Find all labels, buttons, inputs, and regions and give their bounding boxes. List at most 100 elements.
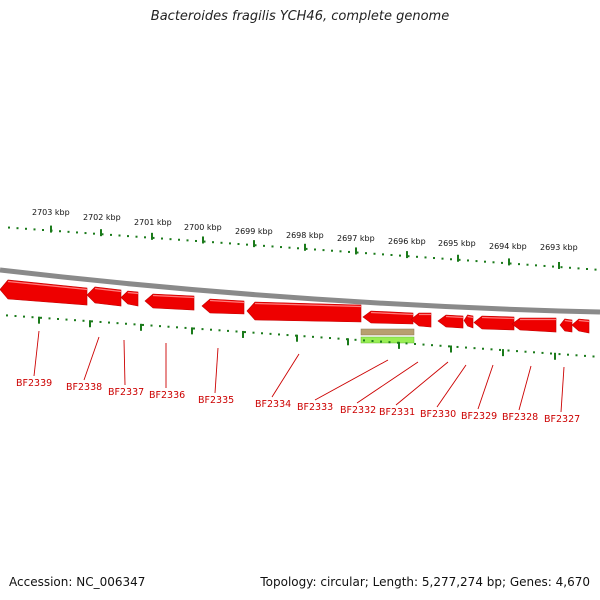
major-tick [457,254,459,262]
scale-dot [286,334,289,337]
scale-dot [57,317,59,320]
gene-label[interactable]: BF2327 [544,414,580,425]
scale-label: 2702 kbp [83,213,121,222]
scale-dot [431,344,433,347]
scale-dot [246,243,248,246]
gene-arrow[interactable] [0,279,88,306]
scale-dot [144,236,146,239]
gene-label[interactable]: BF2333 [297,402,333,413]
scale-labels: 2703 kbp 2702 kbp 2701 kbp 2700 kbp 2699 kbp… [32,208,578,252]
scale-dot [125,322,127,325]
gene-arrow[interactable] [120,290,139,307]
scale-dot [142,323,144,326]
gene-label[interactable]: BF2331 [379,407,415,418]
scale-dot [8,226,10,229]
scale-dot [303,335,306,338]
scale-dot [501,261,503,264]
gene-label[interactable]: BF2336 [149,390,185,401]
gene-arrow[interactable] [437,314,464,329]
scale-dot [329,337,331,340]
scale-dot [74,319,76,322]
gene-label[interactable]: BF2332 [340,405,376,416]
gene-highlight [254,302,362,308]
label-leader-line [436,364,467,408]
scale-dot [244,331,246,334]
major-tick [508,258,510,266]
gene-label[interactable]: BF2329 [461,411,497,422]
scale-dot [541,351,544,354]
scale-dot [261,332,263,335]
scale-dot [543,264,546,267]
scale-dot [67,230,70,233]
scale-dot [305,247,308,250]
gene-highlight [564,319,573,323]
gene-arrow[interactable] [463,314,474,329]
gene-label[interactable]: BF2330 [420,409,456,420]
scale-dot [365,252,367,255]
scale-dot [535,264,537,267]
scale-dot [450,258,452,261]
major-tick [89,320,91,328]
feature-bar[interactable] [360,328,415,336]
major-tick [398,341,400,349]
scale-dot [465,346,467,349]
scale-dot [490,348,493,351]
gene-label[interactable]: BF2334 [255,399,291,410]
scale-dot [371,340,374,343]
gene-arrow[interactable] [246,301,362,323]
major-tick [347,338,349,346]
gene-label[interactable]: BF2328 [502,412,538,423]
gene-label[interactable]: BF2338 [66,382,102,393]
genome-info-text: Topology: circular; Length: 5,277,274 bp… [260,575,590,589]
scale-dot [229,242,231,245]
major-tick [151,232,153,240]
scale-dot [320,336,323,339]
gene-highlight [467,315,474,319]
gene-arrow[interactable] [410,312,432,328]
top-scale-ticks [8,225,597,271]
gene-arrow[interactable] [86,286,122,307]
scale-dot [210,328,212,331]
scale-dot [133,323,136,326]
gene-highlight [445,315,464,319]
major-tick [355,247,357,255]
scale-dot [499,348,501,351]
label-leader-line [214,347,219,394]
scale-dot [382,253,384,256]
major-tick [450,345,452,353]
gene-arrow[interactable] [559,318,573,333]
scale-dot [388,341,391,344]
scale-dot [127,235,129,238]
scale-dot [110,233,112,236]
major-tick [242,330,244,338]
gene-highlight [370,311,414,316]
genome-title: Bacteroides fragilis YCH46, complete gen… [150,9,450,24]
scale-dot [6,314,8,317]
scale-dot [422,343,425,346]
scale-dot [84,232,87,235]
gene-arrow[interactable] [511,317,557,333]
scale-dot [390,253,393,256]
scale-dot [312,335,314,338]
scale-label: 2694 kbp [489,242,527,251]
scale-dot [297,247,299,250]
scale-dot [280,246,282,249]
scale-label: 2696 kbp [388,237,426,246]
scale-dot [399,254,401,257]
gene-label[interactable]: BF2339 [16,378,52,389]
scale-dot [507,349,510,352]
scale-dot [533,351,535,354]
scale-dot [184,326,187,329]
scale-dot [416,255,418,258]
gene-label[interactable]: BF2337 [108,387,144,398]
scale-dot [363,339,365,342]
gene-label[interactable]: BF2335 [198,395,234,406]
scale-dot [567,353,569,356]
feature-bar[interactable] [360,336,415,344]
bottom-scale-ticks [6,314,595,360]
scale-dot [518,263,520,266]
scale-dot [467,259,469,262]
gene-arrow[interactable] [144,293,195,311]
gene-arrow[interactable] [201,298,245,315]
gene-arrow[interactable] [571,318,590,334]
